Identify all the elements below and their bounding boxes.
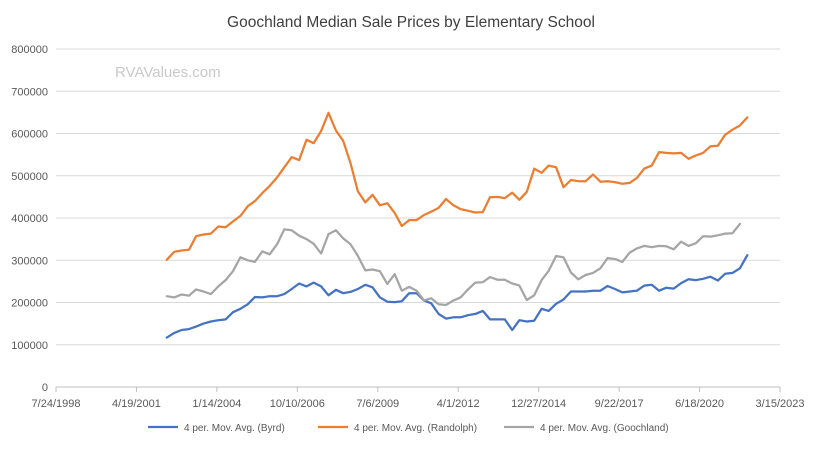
legend-label: 4 per. Mov. Avg. (Goochland) xyxy=(540,423,669,434)
y-tick-label: 700000 xyxy=(11,86,48,98)
y-tick-label: 800000 xyxy=(11,44,48,56)
legend-label: 4 per. Mov. Avg. (Randolph) xyxy=(354,423,477,434)
axes: 0 100000 200000 300000 400000 500000 600000 700… xyxy=(11,44,804,410)
gridlines xyxy=(56,48,780,346)
series-line-0 xyxy=(165,254,749,339)
x-tick-label: 9/22/2017 xyxy=(595,398,644,410)
chart-title: Goochland Median Sale Prices by Elementa… xyxy=(227,14,595,31)
x-tick-label: 1/14/2004 xyxy=(192,398,241,410)
x-tick-label: 6/18/2020 xyxy=(675,398,724,410)
x-tick-label: 4/1/2012 xyxy=(437,398,480,410)
x-tick-label: 12/27/2014 xyxy=(511,398,566,410)
x-tick-label: 7/6/2009 xyxy=(356,398,399,410)
legend-label: 4 per. Mov. Avg. (Byrd) xyxy=(184,423,285,434)
watermark: RVAValues.com xyxy=(115,64,221,81)
x-tick-label: 7/24/1998 xyxy=(32,398,81,410)
y-tick-label: 0 xyxy=(42,382,48,394)
y-tick-label: 400000 xyxy=(11,213,48,225)
x-tick-label: 3/15/2023 xyxy=(756,398,805,410)
y-tick-label: 500000 xyxy=(11,171,48,183)
y-tick-label: 600000 xyxy=(11,129,48,141)
x-tick-label: 4/19/2001 xyxy=(112,398,161,410)
y-tick-label: 200000 xyxy=(11,298,48,310)
legend: 4 per. Mov. Avg. (Byrd) 4 per. Mov. Avg. … xyxy=(148,423,669,434)
x-tick-label: 10/10/2006 xyxy=(270,398,325,410)
series-line-2 xyxy=(165,222,742,307)
y-tick-label: 300000 xyxy=(11,255,48,267)
y-tick-label: 100000 xyxy=(11,340,48,352)
series-lines xyxy=(165,111,749,339)
series-line-1 xyxy=(165,111,749,261)
